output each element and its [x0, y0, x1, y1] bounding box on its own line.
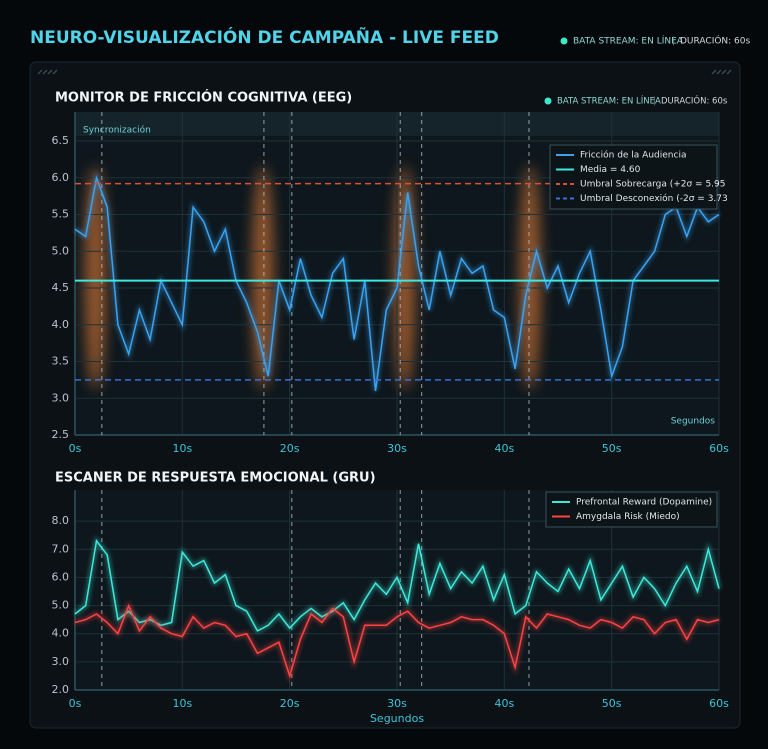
y-tick-label: 8.0	[52, 514, 70, 527]
y-tick-label: 5.0	[52, 599, 70, 612]
highlight	[393, 166, 416, 390]
status-dot	[560, 37, 568, 45]
y-tick-label: 3.5	[52, 355, 70, 368]
legend-label: Media = 4.60	[580, 165, 641, 175]
y-tick-label: 6.5	[52, 134, 70, 147]
y-tick-label: 4.0	[52, 627, 70, 640]
y-tick-label: 5.5	[52, 208, 70, 221]
x-tick-label: 30s	[387, 697, 407, 710]
legend-label: Fricción de la Audiencia	[580, 150, 686, 161]
x-tick-label: 50s	[602, 697, 622, 710]
x-axis-label: Segundos	[370, 712, 424, 725]
y-tick-label: 7.0	[52, 542, 70, 555]
chart-title: ESCANER DE RESPUESTA EMOCIONAL (GRU)	[55, 471, 376, 486]
x-tick-label: 0s	[69, 442, 82, 455]
series-line	[74, 603, 720, 679]
y-tick-label: 2.0	[52, 683, 70, 696]
legend-box	[545, 491, 718, 528]
x-tick-label: 0s	[69, 697, 82, 710]
y-tick-label: 4.5	[52, 281, 70, 294]
x-tick-label: 30s	[387, 442, 407, 455]
y-tick-label: 5.0	[52, 244, 70, 257]
chart-title: MONITOR DE FRICCIÓN COGNITIVA (EEG)	[55, 90, 352, 106]
legend-box	[549, 144, 718, 210]
page-title: NEURO-VISUALIZACIÓN DE CAMPAÑA - LIVE FE…	[30, 25, 499, 48]
x-tick-label: 60s	[709, 697, 729, 710]
legend-label: Umbral Sobrecarga (+2σ = 5.95	[580, 180, 726, 190]
y-tick-label: 6.0	[52, 570, 70, 583]
x-tick-label: 20s	[280, 442, 300, 455]
status: BATA STREAM: EN LÍNEA	[573, 35, 684, 47]
y-tick-label: 3.0	[52, 655, 70, 668]
x-tick-label: 40s	[494, 442, 514, 455]
status-dot	[544, 97, 552, 105]
y-tick-label: 6.0	[52, 171, 70, 184]
band-label: Syncronización	[83, 125, 151, 136]
series-line	[74, 538, 720, 632]
panel-deco	[37, 69, 732, 75]
legend-label: Prefrontal Reward (Dopamine)	[576, 498, 712, 508]
x-tick-label: 10s	[172, 697, 192, 710]
separator: |	[653, 97, 656, 107]
y-tick-label: 2.5	[52, 428, 70, 441]
series-line	[74, 174, 720, 391]
legend-label: Umbral Desconexión (-2σ = 3.73	[580, 193, 728, 204]
y-tick-label: 4.0	[52, 318, 70, 331]
duration: DURACIÓN: 60s	[661, 95, 728, 107]
x-tick-label: 40s	[494, 697, 514, 710]
separator: |	[672, 37, 675, 47]
x-tick-label: 60s	[709, 442, 729, 455]
x-axis-label: Segundos	[671, 417, 716, 427]
x-tick-label: 50s	[602, 442, 622, 455]
x-tick-label: 20s	[280, 697, 300, 710]
legend-label: Amygdala Risk (Miedo)	[576, 512, 680, 522]
x-tick-label: 10s	[172, 442, 192, 455]
y-tick-label: 3.0	[52, 391, 70, 404]
status: BATA STREAM: EN LÍNEA	[557, 95, 661, 107]
duration: DURACIÓN: 60s	[680, 35, 751, 47]
